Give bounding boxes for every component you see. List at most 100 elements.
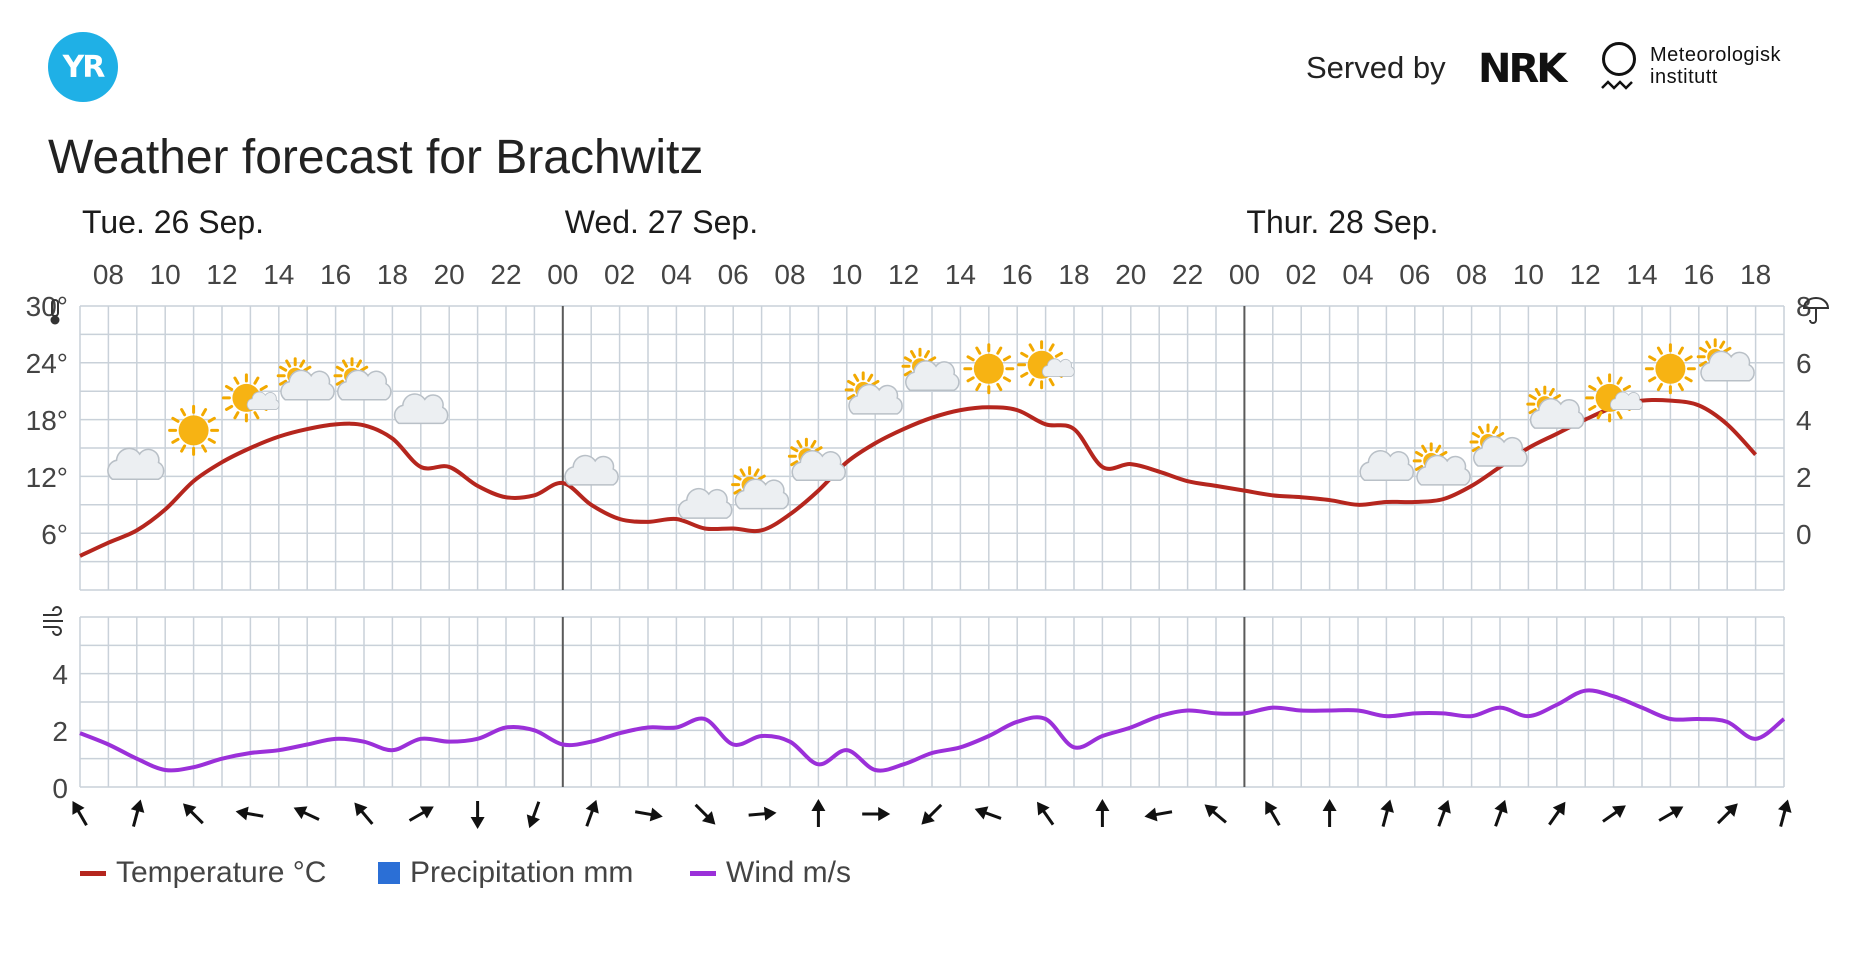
wind-direction-arrow-icon bbox=[354, 802, 374, 825]
legend-label-temperature: Temperature °C bbox=[116, 856, 327, 889]
wind-direction-arrow-icon bbox=[72, 801, 88, 827]
page-title: Weather forecast for Brachwitz bbox=[48, 131, 704, 184]
legend-item-precipitation[interactable]: Precipitation mm bbox=[378, 856, 633, 890]
fair-day-icon bbox=[1412, 442, 1471, 486]
fair-day-icon bbox=[1526, 385, 1585, 429]
wind-direction-arrow-icon bbox=[974, 806, 1002, 820]
wind-direction-arrow-icon bbox=[293, 806, 320, 821]
hour-tick-label: 14 bbox=[945, 259, 976, 290]
fair-day-icon bbox=[787, 437, 847, 481]
wind-y-tick-label: 4 bbox=[52, 659, 68, 690]
wind-icon bbox=[43, 606, 63, 636]
umbrella-icon bbox=[1802, 297, 1830, 324]
hour-tick-label: 10 bbox=[831, 259, 862, 290]
wind-direction-arrow-icon bbox=[585, 799, 599, 827]
hour-tick-label: 08 bbox=[1456, 259, 1487, 290]
legend-item-wind[interactable]: Wind m/s bbox=[690, 856, 851, 890]
hour-tick-label: 22 bbox=[490, 259, 521, 290]
wind-direction-arrow-icon bbox=[408, 806, 434, 822]
partly-cloudy-night-icon bbox=[564, 452, 619, 486]
wind-direction-arrow-icon bbox=[1095, 799, 1110, 827]
day-label: Wed. 27 Sep. bbox=[565, 204, 758, 240]
moon-icon bbox=[524, 449, 539, 478]
hour-tick-label: 10 bbox=[150, 259, 181, 290]
moon-icon bbox=[1092, 369, 1107, 397]
temperature-y-tick-label: 24° bbox=[26, 348, 68, 379]
hour-tick-label: 00 bbox=[1229, 259, 1260, 290]
wind-direction-arrow-icon bbox=[235, 806, 264, 821]
precipitation-y-tick-label: 4 bbox=[1796, 405, 1812, 436]
fair-day-icon bbox=[1469, 423, 1528, 467]
partly-cloudy-day-icon bbox=[1585, 373, 1643, 423]
legend-swatch-temperature bbox=[80, 870, 106, 876]
wind-direction-arrow-icon bbox=[1437, 799, 1451, 827]
met-logo-circle-icon bbox=[1602, 42, 1636, 76]
temperature-series-line bbox=[79, 397, 1758, 558]
hour-tick-label: 08 bbox=[93, 259, 124, 290]
legend-label-wind: Wind m/s bbox=[726, 856, 852, 889]
wind-direction-arrow-icon bbox=[1380, 799, 1394, 827]
thermometer-icon bbox=[50, 299, 60, 325]
temperature-y-tick-label: 6° bbox=[41, 519, 68, 550]
wind-direction-arrow-icon bbox=[526, 801, 541, 829]
wind-direction-arrow-icon bbox=[182, 803, 204, 825]
hour-tick-label: 18 bbox=[1058, 259, 1089, 290]
met-logo-text[interactable]: Meteorologisk institutt bbox=[1650, 44, 1781, 88]
hour-tick-label: 20 bbox=[434, 259, 465, 290]
hour-tick-label: 16 bbox=[1683, 259, 1714, 290]
hour-tick-label: 20 bbox=[1115, 259, 1146, 290]
wind-direction-arrow-icon bbox=[1602, 805, 1626, 823]
wind-direction-arrow-icon bbox=[1144, 807, 1173, 822]
wind-direction-arrow-icon bbox=[921, 803, 943, 825]
fair-day-icon bbox=[731, 466, 790, 510]
sun-icon bbox=[1644, 343, 1696, 395]
hour-tick-label: 16 bbox=[1002, 259, 1033, 290]
wind-y-tick-label: 0 bbox=[52, 773, 68, 804]
wind-series-line bbox=[79, 688, 1786, 773]
met-logo-wave-icon bbox=[1601, 80, 1633, 90]
wind-direction-arrow-icon bbox=[1036, 801, 1055, 826]
hour-tick-label: 04 bbox=[1342, 259, 1373, 290]
precipitation-y-tick-label: 6 bbox=[1796, 348, 1812, 379]
temperature-y-tick-label: 12° bbox=[26, 462, 68, 493]
precipitation-y-tick-label: 2 bbox=[1796, 462, 1812, 493]
moon-icon bbox=[1319, 449, 1334, 478]
hour-tick-label: 10 bbox=[1513, 259, 1544, 290]
hour-tick-label: 12 bbox=[206, 259, 237, 290]
wind-direction-arrow-icon bbox=[1548, 801, 1566, 826]
hour-tick-label: 12 bbox=[1570, 259, 1601, 290]
partly-cloudy-night-icon bbox=[1359, 448, 1415, 481]
wind-direction-arrow-icon bbox=[1265, 801, 1281, 827]
hour-tick-label: 08 bbox=[774, 259, 805, 290]
moon-icon bbox=[638, 477, 653, 506]
yr-logo[interactable]: YR bbox=[48, 32, 118, 102]
wind-y-tick-label: 2 bbox=[52, 716, 68, 747]
legend-label-precipitation: Precipitation mm bbox=[410, 856, 634, 889]
nrk-logo[interactable]: NRK bbox=[1478, 46, 1567, 92]
partly-cloudy-day-icon bbox=[1017, 340, 1075, 390]
sun-icon bbox=[168, 404, 220, 456]
wind-direction-arrow-icon bbox=[1658, 806, 1684, 822]
hour-tick-label: 18 bbox=[1740, 259, 1771, 290]
moon-icon bbox=[1149, 392, 1164, 421]
hour-tick-label: 00 bbox=[547, 259, 578, 290]
wind-direction-arrow-icon bbox=[470, 801, 485, 829]
wind-direction-arrow-icon bbox=[811, 799, 826, 827]
legend-item-temperature[interactable]: Temperature °C bbox=[80, 856, 326, 890]
hour-tick-label: 18 bbox=[377, 259, 408, 290]
sun-icon bbox=[963, 343, 1015, 395]
partly-cloudy-day-icon bbox=[221, 373, 280, 423]
temperature-y-tick-label: 18° bbox=[26, 405, 68, 436]
hour-tick-label: 06 bbox=[1399, 259, 1430, 290]
hour-tick-label: 02 bbox=[1286, 259, 1317, 290]
moon-icon bbox=[467, 430, 482, 459]
hour-tick-label: 02 bbox=[604, 259, 635, 290]
hour-tick-label: 22 bbox=[1172, 259, 1203, 290]
moon-icon bbox=[1206, 421, 1221, 450]
wind-direction-arrow-icon bbox=[862, 807, 891, 821]
wind-direction-arrow-icon bbox=[1716, 803, 1738, 825]
wind-direction-arrow-icon bbox=[748, 806, 777, 821]
wind-direction-arrow-icon bbox=[1494, 799, 1508, 827]
met-name-line1: Meteorologisk bbox=[1650, 44, 1782, 66]
